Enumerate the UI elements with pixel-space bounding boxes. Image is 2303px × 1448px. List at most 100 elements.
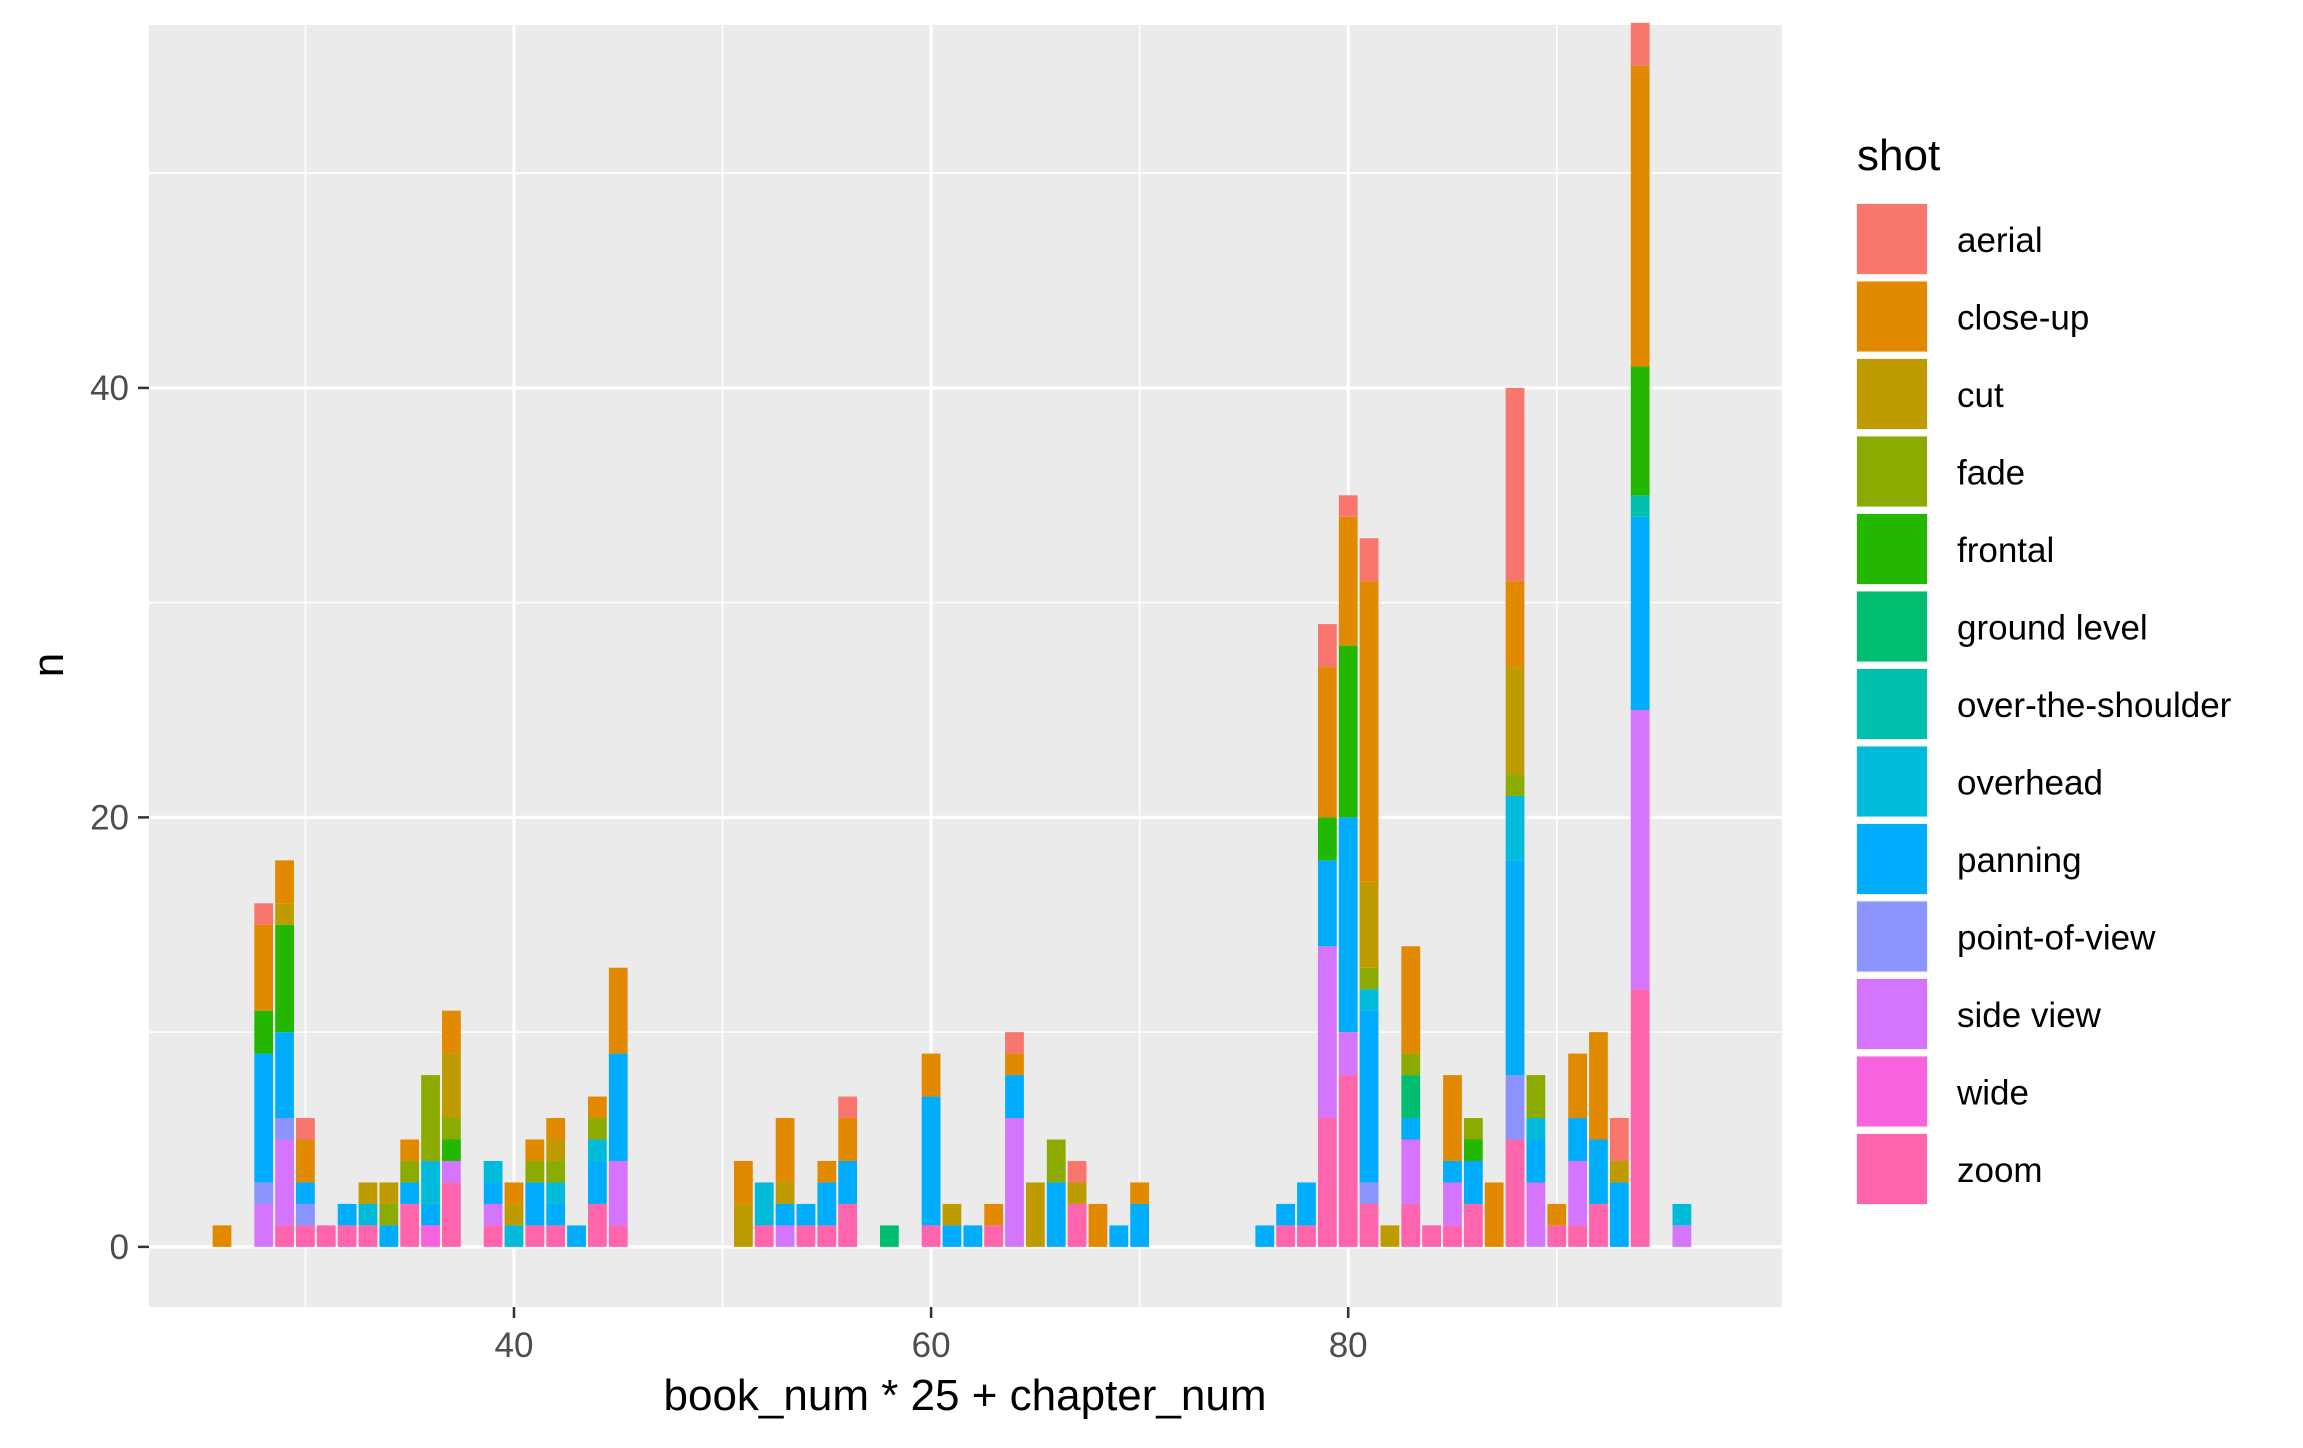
bar-segment-panning <box>1589 1139 1608 1204</box>
y-tick-label: 40 <box>90 369 129 408</box>
bar-segment-cut <box>1359 881 1379 968</box>
bar-segment-panning <box>525 1182 545 1226</box>
bar-segment-cut <box>1609 1160 1629 1183</box>
y-tick-label: 20 <box>90 798 129 837</box>
bar-segment-close-up <box>1589 1032 1608 1140</box>
bar-segment-cut <box>1505 667 1525 775</box>
bar-segment-ground-level <box>879 1225 899 1247</box>
bar-segment-panning <box>379 1225 399 1247</box>
bar-segment-overhead <box>1505 795 1525 861</box>
legend-label-wide: wide <box>1956 1074 2029 1113</box>
bar-segment-close-up <box>1005 1053 1024 1076</box>
bar-segment-fade <box>400 1160 420 1183</box>
legend-swatch-wide <box>1857 1056 1927 1127</box>
bar-segment-close-up <box>1547 1203 1567 1226</box>
bar-segment-panning <box>1505 860 1525 1076</box>
bar-segment-overhead <box>504 1225 524 1247</box>
x-tick-label: 40 <box>495 1326 534 1365</box>
bar-segment-fade <box>588 1118 607 1140</box>
bar-segment-zoom <box>1401 1203 1421 1247</box>
bar-segment-overhead <box>358 1203 378 1226</box>
legend-swatch-panning <box>1857 824 1927 894</box>
bar-segment-point-of-view <box>1359 1182 1379 1204</box>
bar-segment-close-up <box>1338 516 1358 646</box>
bar-segment-zoom <box>296 1225 315 1247</box>
bar-segment-panning <box>1463 1160 1483 1204</box>
bar-segment-fade <box>1401 1053 1421 1076</box>
legend-label-close-up: close-up <box>1957 299 2089 338</box>
bar-segment-panning <box>1130 1203 1150 1247</box>
bar-segment-close-up <box>1359 581 1379 882</box>
bar-segment-close-up <box>525 1139 545 1161</box>
bar-segment-point-of-view <box>296 1203 315 1226</box>
bar-segment-wide <box>421 1225 440 1247</box>
bar-segment-zoom <box>1505 1139 1525 1247</box>
bar-segment-overhead <box>483 1160 503 1183</box>
bar-segment-zoom <box>754 1225 774 1247</box>
y-tick-label: 0 <box>110 1228 129 1267</box>
legend-label-cut: cut <box>1957 376 2004 415</box>
bar-segment-close-up <box>1443 1075 1462 1161</box>
bar-segment-zoom <box>1297 1225 1316 1247</box>
legend-label-aerial: aerial <box>1957 221 2043 260</box>
bar-segment-zoom <box>608 1225 628 1247</box>
legend-label-panning: panning <box>1957 841 2082 880</box>
bar-segment-zoom <box>316 1225 336 1247</box>
bar-segment-close-up <box>921 1053 941 1097</box>
bar-segment-side-view <box>1443 1182 1462 1226</box>
bar-segment-aerial <box>1067 1160 1087 1183</box>
x-tick-label: 60 <box>912 1326 951 1365</box>
legend-swatch-zoom <box>1857 1134 1927 1204</box>
bar-segment-aerial <box>254 903 274 925</box>
bar-segment-panning <box>400 1182 420 1204</box>
bar-segment-overhead <box>1526 1118 1546 1140</box>
bar-segment-close-up <box>212 1225 232 1247</box>
bar-segment-zoom <box>1067 1203 1087 1247</box>
legend-label-fade: fade <box>1957 454 2025 493</box>
bar-segment-side-view <box>775 1225 795 1247</box>
bar-segment-zoom <box>588 1203 607 1247</box>
bar-segment-frontal <box>275 924 294 1033</box>
bar-segment-cut <box>1380 1225 1400 1247</box>
bar-segment-fade <box>1526 1075 1546 1119</box>
bar-segment-zoom <box>1589 1203 1608 1247</box>
bar-segment-close-up <box>734 1160 753 1204</box>
bar-segment-aerial <box>1317 624 1337 668</box>
bar-segment-fade <box>1505 774 1525 796</box>
bar-segment-close-up <box>1088 1203 1108 1247</box>
bar-segment-frontal <box>1630 366 1650 496</box>
bar-segment-panning <box>1359 1010 1379 1183</box>
legend-swatch-fade <box>1857 436 1927 507</box>
bar-segment-point-of-view <box>1505 1075 1525 1140</box>
bar-segment-frontal <box>1338 645 1358 818</box>
bar-segment-point-of-view <box>275 1118 294 1140</box>
bar-segment-panning <box>1297 1182 1316 1226</box>
bar-segment-cut <box>775 1182 795 1204</box>
bar-segment-cut <box>1025 1182 1045 1247</box>
bar-segment-zoom <box>1568 1225 1587 1247</box>
bar-segment-side-view <box>483 1203 503 1226</box>
bar-segment-zoom <box>275 1225 294 1247</box>
bar-segment-overhead <box>546 1182 566 1204</box>
bar-segment-close-up <box>588 1096 607 1119</box>
bar-segment-zoom <box>1359 1203 1379 1247</box>
bar-segment-fade <box>546 1160 566 1183</box>
bar-segment-close-up <box>1568 1053 1587 1119</box>
bar-segment-side-view <box>254 1203 274 1247</box>
bar-segment-close-up <box>838 1118 858 1161</box>
bar-segment-panning <box>1630 516 1650 711</box>
bar-segment-close-up <box>504 1182 524 1204</box>
bar-segment-panning <box>1255 1225 1275 1247</box>
bar-segment-cut <box>546 1139 566 1161</box>
bar-segment-zoom <box>483 1225 503 1247</box>
bar-segment-panning <box>1443 1160 1462 1183</box>
legend-swatch-ground-level <box>1857 591 1927 662</box>
bar-segment-close-up <box>546 1118 566 1140</box>
bar-segment-close-up <box>1130 1182 1150 1204</box>
bar-segment-panning <box>1609 1182 1629 1247</box>
bar-segment-cut <box>734 1203 753 1247</box>
bar-segment-side-view <box>275 1139 294 1226</box>
grid-minor <box>149 25 1782 1307</box>
bar-segment-overhead <box>588 1139 607 1161</box>
